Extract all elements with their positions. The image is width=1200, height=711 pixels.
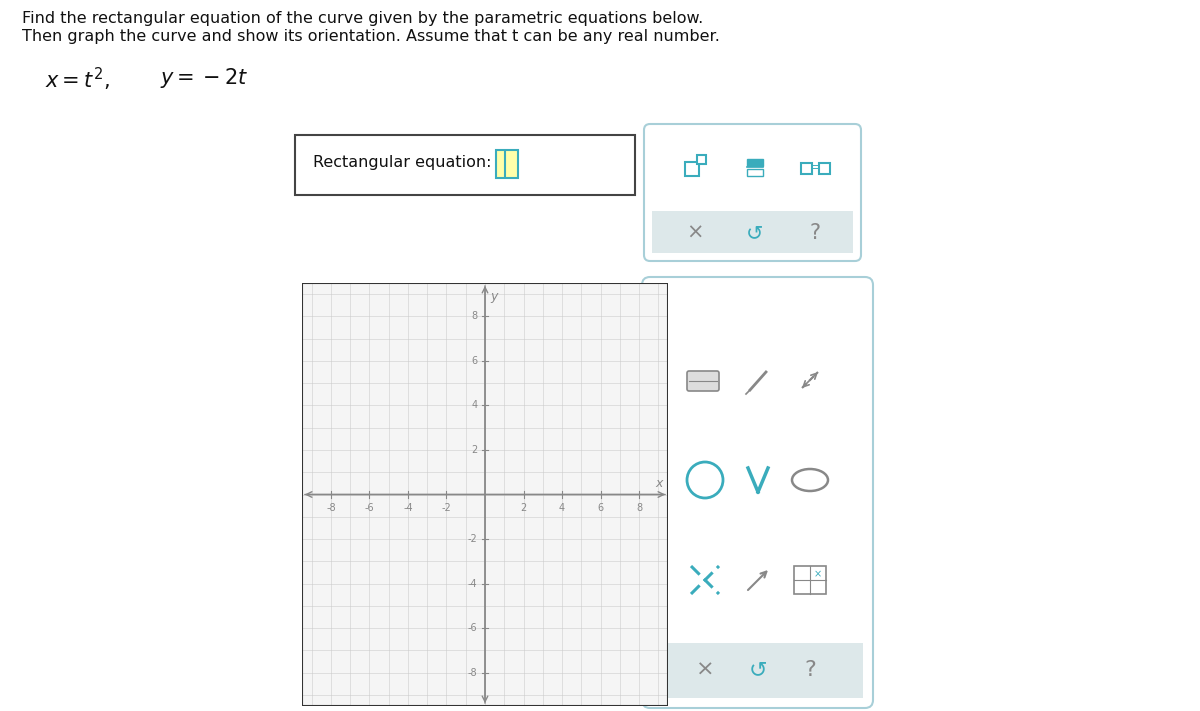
FancyBboxPatch shape (746, 159, 763, 166)
Text: Then graph the curve and show its orientation. Assume that t can be any real num: Then graph the curve and show its orient… (22, 29, 720, 44)
Text: Rectangular equation:: Rectangular equation: (313, 156, 497, 171)
Text: 6: 6 (472, 356, 478, 366)
FancyBboxPatch shape (642, 277, 874, 708)
FancyBboxPatch shape (652, 643, 863, 698)
Text: ×: × (686, 223, 703, 243)
Text: -8: -8 (326, 503, 336, 513)
FancyBboxPatch shape (746, 169, 763, 176)
FancyBboxPatch shape (685, 162, 698, 176)
Text: 8: 8 (636, 503, 642, 513)
FancyBboxPatch shape (802, 163, 812, 174)
Text: -6: -6 (365, 503, 374, 513)
Text: ×: × (814, 569, 822, 579)
Text: 6: 6 (598, 503, 604, 513)
Text: 2: 2 (521, 503, 527, 513)
Text: -6: -6 (468, 623, 478, 633)
Text: =: = (810, 161, 821, 174)
Text: 4: 4 (559, 503, 565, 513)
Text: -2: -2 (468, 534, 478, 544)
Text: ?: ? (804, 660, 816, 680)
FancyBboxPatch shape (818, 163, 830, 174)
Text: -4: -4 (403, 503, 413, 513)
Text: y: y (490, 289, 497, 303)
Text: ↺: ↺ (746, 223, 763, 243)
Text: 4: 4 (472, 400, 478, 410)
FancyBboxPatch shape (644, 124, 862, 261)
Text: ↺: ↺ (749, 660, 767, 680)
Text: ?: ? (810, 223, 821, 243)
Text: -4: -4 (468, 579, 478, 589)
Text: Find the rectangular equation of the curve given by the parametric equations bel: Find the rectangular equation of the cur… (22, 11, 703, 26)
Text: -2: -2 (442, 503, 451, 513)
FancyBboxPatch shape (496, 150, 518, 178)
FancyBboxPatch shape (652, 211, 853, 253)
Text: ×: × (696, 660, 714, 680)
Text: $y=-2t$: $y=-2t$ (160, 66, 248, 90)
Text: -8: -8 (468, 668, 478, 678)
FancyBboxPatch shape (794, 566, 826, 594)
FancyBboxPatch shape (295, 135, 635, 195)
Text: 2: 2 (472, 445, 478, 455)
Text: $x=t^{2},$: $x=t^{2},$ (46, 66, 109, 93)
FancyBboxPatch shape (697, 155, 706, 164)
Text: 8: 8 (472, 311, 478, 321)
FancyBboxPatch shape (686, 371, 719, 391)
Text: x: x (655, 476, 662, 490)
